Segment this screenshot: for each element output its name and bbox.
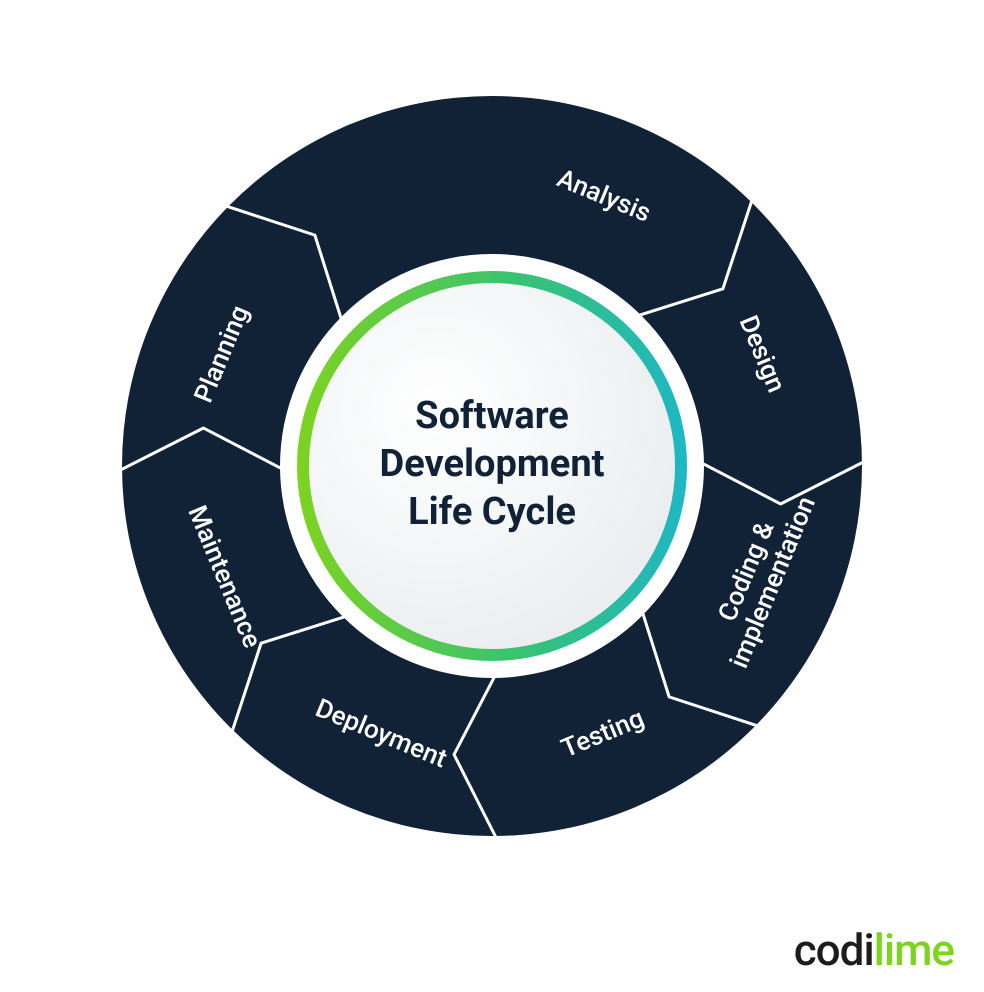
brand-logo: codilime [794,928,954,972]
diagram-stage: SoftwareDevelopmentLife CycleAnalysisDes… [0,0,984,992]
logo-prefix: codi [794,924,874,976]
logo-suffix: lime [874,924,954,976]
sdlc-cycle-diagram: SoftwareDevelopmentLife CycleAnalysisDes… [82,56,902,876]
